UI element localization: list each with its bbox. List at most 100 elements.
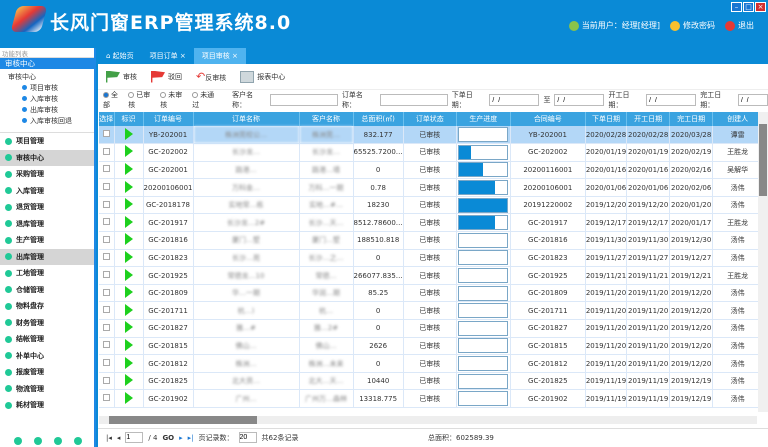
sidebar-item[interactable]: 审核中心 [0,149,94,166]
module-icon[interactable] [74,437,82,445]
column-header[interactable]: 下单日期 [585,112,628,126]
sidebar-item[interactable]: 物料盘存 [0,298,94,315]
column-header[interactable]: 客户名称 [299,112,354,126]
column-header[interactable]: 选择 [99,112,115,126]
row-checkbox[interactable] [99,301,115,321]
order-name-input[interactable] [379,94,448,106]
table-row[interactable]: GC-201827 雅…# 雅…2# 0 已审核 GC-201827 2019/11/20 2… [99,319,764,338]
sidebar-item[interactable]: 结帐管理 [0,331,94,348]
row-checkbox[interactable] [99,372,115,391]
column-header[interactable]: 总面积(㎡) [353,112,404,126]
table-row[interactable]: GC-201812 株洲… 株洲…未来 0 已审核 GC-201812 2019/11/20… [99,354,764,373]
close-button[interactable]: × [755,2,766,12]
row-checkbox[interactable] [99,284,115,303]
radio-rejected[interactable]: 未通过 [192,91,215,109]
tree-item[interactable]: 入库审核 [8,94,94,105]
maximize-button[interactable]: □ [743,2,754,12]
approve-button[interactable]: 审核 [106,70,137,83]
sidebar-item[interactable]: 出库管理 [0,248,94,265]
table-row[interactable]: GC-201711 杭…) 杭… 0 已审核 GC-201711 2019/11/20 201… [99,301,764,321]
change-password-link[interactable]: 修改密码 [670,20,715,31]
row-checkbox[interactable] [99,231,115,250]
table-row[interactable]: GC-201823 长沙…苑 长沙…之… 0 已审核 GC-201823 2019/11/2… [99,249,764,268]
sidebar-item[interactable]: 物流管理 [0,381,94,398]
vertical-scrollbar[interactable] [758,112,768,412]
column-header[interactable]: 订单状态 [403,112,457,126]
module-icon[interactable] [14,437,22,445]
reject-button[interactable]: 驳回 [151,70,182,83]
function-list-filter[interactable]: 功能列表 [0,48,94,58]
table-row[interactable]: YB-202001 株洲莞校公… 株洲莞… 832.177 已审核 YB-202001 20… [99,126,764,145]
customer-input[interactable] [269,94,338,106]
sidebar-item[interactable]: 项目管理 [0,133,94,150]
first-page-button[interactable]: |◂ [106,433,112,442]
tree-root[interactable]: 审核中心 [8,73,36,81]
table-row[interactable]: GC-201917 长沙龙…2# 长沙…天… 8512.78600… 已审核 GC-201… [99,213,764,233]
column-header[interactable]: 订单名称 [193,112,300,126]
row-checkbox[interactable] [99,161,115,180]
report-center-button[interactable]: 报表中心 [240,70,285,83]
table-row[interactable]: GC-201925 常德龙…10 常德… 266077.835… 已审核 GC-20192… [99,266,764,285]
finish-date-input[interactable] [738,94,768,106]
sidebar-item[interactable]: 退货管理 [0,199,94,216]
tab-project-orders[interactable]: 项目订单 × [149,52,186,60]
row-checkbox[interactable] [99,249,115,268]
row-checkbox[interactable] [99,213,115,233]
row-checkbox[interactable] [99,143,115,162]
go-button[interactable]: GO [162,433,175,442]
sidebar-item[interactable]: 采购管理 [0,166,94,183]
sidebar-item[interactable]: 报废管理 [0,364,94,381]
table-row[interactable]: GC-202002 长沙龙… 长沙龙… 65525.7200… 已审核 GC-202002… [99,143,764,162]
column-header[interactable]: 完工日期 [669,112,714,126]
sidebar-item[interactable]: 工地管理 [0,265,94,282]
row-checkbox[interactable] [99,266,115,285]
row-checkbox[interactable] [99,337,115,356]
start-date-input[interactable] [646,94,697,106]
radio-approved[interactable]: 已审核 [128,91,151,109]
logout-link[interactable]: 退出 [725,20,754,31]
table-row[interactable]: GC-201816 厦门…墅 厦门…墅 188510.818 已审核 GC-201816 2… [99,231,764,250]
sidebar-item[interactable]: 退库管理 [0,216,94,233]
order-date-from[interactable] [489,94,540,106]
column-header[interactable]: 合同编号 [510,112,586,126]
next-page-button[interactable]: ▸ [179,433,183,442]
table-row[interactable]: GC-201902 广州… 广州万…森林 13318.775 已审核 GC-201902 2… [99,389,764,408]
row-checkbox[interactable] [99,389,115,408]
row-checkbox[interactable] [99,319,115,338]
row-checkbox[interactable] [99,196,115,215]
row-checkbox[interactable] [99,178,115,197]
tree-item[interactable]: 出库审核 [8,105,94,116]
tree-item[interactable]: 项目审核 [8,83,94,94]
page-size-input[interactable] [238,432,257,443]
row-checkbox[interactable] [99,126,115,145]
sidebar-section-title[interactable]: 审核中心 [0,58,94,69]
tab-project-audit[interactable]: 项目审核 × [193,48,246,64]
prev-page-button[interactable]: ◂ [116,433,121,442]
last-page-button[interactable]: ▸| [187,433,194,442]
column-header[interactable]: 创建人 [712,112,764,126]
radio-all[interactable]: 全部 [103,91,118,109]
sidebar-item[interactable]: 耗材管理 [0,397,94,414]
module-icon[interactable] [34,437,42,445]
table-row[interactable]: GC-201815 佛山… 佛山… 2626 已审核 GC-201815 2019/11/2… [99,337,764,356]
sidebar-item[interactable]: 补单中心 [0,348,94,365]
table-row[interactable]: GC-201825 北大资… 北大…天… 10440 已审核 GC-201825 2019/… [99,372,764,391]
radio-unapproved[interactable]: 未审核 [160,91,183,109]
unapprove-button[interactable]: ↶反审核 [196,70,227,83]
column-header[interactable]: 标识 [114,112,144,126]
order-date-to[interactable] [554,94,605,106]
sidebar-item[interactable]: 财务管理 [0,315,94,332]
sidebar-item[interactable]: 入库管理 [0,183,94,200]
minimize-button[interactable]: – [731,2,742,12]
column-header[interactable]: 订单编号 [143,112,194,126]
table-row[interactable]: 20200106001 万科金… 万科…一期 0.78 已审核 20200106001 20… [99,178,764,197]
row-checkbox[interactable] [99,354,115,373]
page-input[interactable] [125,432,144,443]
tab-home[interactable]: ⌂ 起始页 [106,52,134,60]
module-icon[interactable] [54,437,62,445]
column-header[interactable]: 开工日期 [626,112,671,126]
table-row[interactable]: GC-201809 华…一期 华润…期 85.25 已审核 GC-201809 2019/1… [99,284,764,303]
table-row[interactable]: GC-2018178 实地常…栋 实地…#… 18230 已审核 20191220002 2… [99,196,764,215]
table-row[interactable]: GC-202001 路港… 路港…墙 0 已审核 20200116001 2020/01/1… [99,161,764,180]
sidebar-item[interactable]: 生产管理 [0,232,94,249]
